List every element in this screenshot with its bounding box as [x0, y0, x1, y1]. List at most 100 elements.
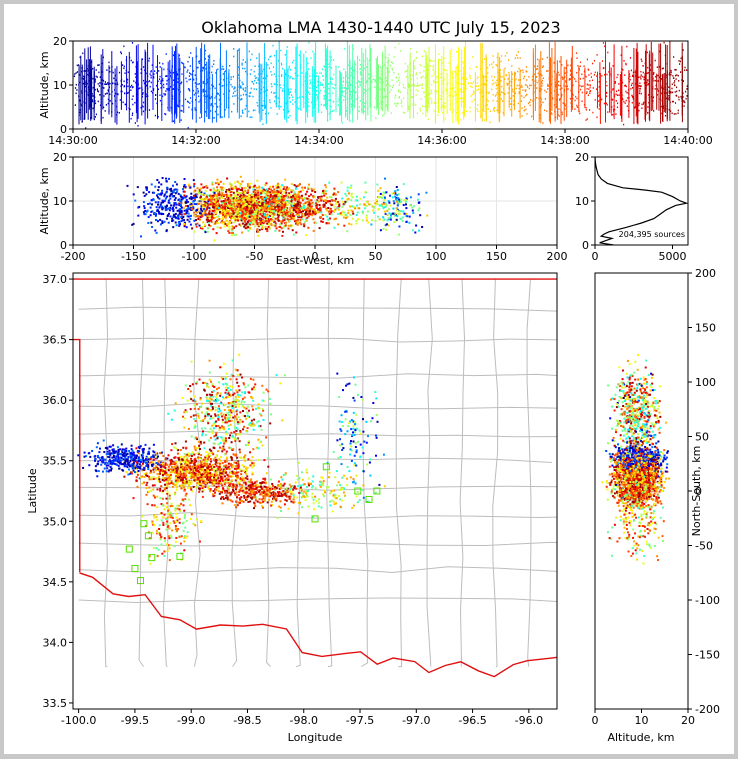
ew-source-point	[262, 224, 264, 226]
time-source-point	[501, 98, 502, 100]
ew-source-point	[154, 212, 156, 214]
time-source-point	[547, 85, 548, 87]
ew-source-point	[223, 226, 225, 228]
time-source-point	[321, 111, 322, 113]
ew-source-point	[356, 223, 358, 225]
ew-source-point	[237, 181, 239, 183]
ew-source-point	[412, 229, 414, 231]
ew-source-point	[394, 196, 396, 198]
time-source-point	[508, 72, 509, 74]
time-source-point	[603, 68, 604, 70]
time-source-point	[586, 76, 587, 78]
time-source-point	[671, 72, 672, 74]
ew-source-point	[228, 226, 230, 228]
time-source-point	[403, 84, 404, 86]
time-y-tick-label: 10	[53, 79, 67, 92]
ew-source-point	[189, 218, 191, 220]
ew-source-point	[166, 191, 168, 193]
ew-source-point	[283, 195, 285, 197]
ew-source-point	[237, 212, 239, 214]
time-source-point	[240, 86, 241, 88]
time-source-point	[505, 55, 506, 57]
ew-source-point	[405, 213, 407, 215]
time-source-point	[595, 99, 596, 101]
ew-source-point	[151, 203, 153, 205]
time-source-point	[312, 51, 313, 53]
time-source-point	[182, 63, 183, 65]
ew-source-point	[408, 222, 410, 224]
ew-source-point	[300, 219, 302, 221]
time-source-point	[547, 88, 548, 90]
time-source-point	[515, 57, 516, 59]
time-source-point	[401, 99, 402, 101]
ew-source-point	[236, 216, 238, 218]
time-source-point	[405, 87, 406, 89]
time-source-point	[329, 93, 330, 95]
time-source-point	[242, 63, 243, 65]
time-source-point	[132, 62, 133, 64]
time-source-point	[631, 85, 632, 87]
time-source-point	[489, 92, 490, 94]
time-source-point	[274, 83, 275, 85]
ew-source-point	[212, 196, 214, 198]
ew-source-point	[249, 216, 251, 218]
ew-source-point	[249, 212, 251, 214]
time-source-point	[406, 76, 407, 78]
ew-source-point	[230, 207, 232, 209]
time-source-point	[213, 63, 214, 65]
ew-source-point	[301, 187, 303, 189]
ew-source-point	[398, 201, 400, 203]
time-source-point	[496, 80, 497, 82]
time-source-point	[280, 87, 281, 89]
time-source-point	[124, 85, 125, 87]
ew-source-point	[283, 202, 285, 204]
ew-source-point	[345, 195, 347, 197]
ew-source-point	[290, 189, 292, 191]
time-source-point	[309, 75, 310, 77]
time-source-point	[489, 64, 490, 66]
ew-source-point	[352, 213, 354, 215]
time-source-point	[517, 85, 518, 87]
time-source-point	[675, 75, 676, 77]
ew-source-point	[405, 221, 407, 223]
time-source-point	[102, 117, 103, 119]
time-source-point	[440, 98, 441, 100]
ew-source-point	[179, 212, 181, 214]
time-source-point	[128, 71, 129, 73]
time-source-point	[641, 74, 642, 76]
ew-source-point	[300, 191, 302, 193]
time-source-point	[235, 87, 236, 89]
time-source-point	[494, 76, 495, 78]
time-source-point	[623, 124, 624, 126]
ew-source-point	[196, 226, 198, 228]
ew-source-point	[426, 215, 428, 217]
ew-source-point	[303, 215, 305, 217]
time-source-point	[513, 95, 514, 97]
time-source-point	[500, 80, 501, 82]
time-source-point	[124, 66, 125, 68]
time-source-point	[280, 50, 281, 52]
time-source-point	[675, 113, 676, 115]
time-source-point	[308, 68, 309, 70]
ew-source-point	[259, 189, 261, 191]
time-source-point	[217, 114, 218, 116]
time-source-point	[97, 88, 98, 90]
ew-source-point	[278, 200, 280, 202]
ew-source-point	[275, 209, 277, 211]
time-source-point	[332, 110, 333, 112]
time-source-point	[379, 77, 380, 79]
time-source-point	[668, 95, 669, 97]
time-source-point	[647, 67, 648, 69]
time-source-point	[664, 42, 665, 44]
ew-source-point	[150, 211, 152, 213]
ew-source-point	[350, 187, 352, 189]
time-source-point	[131, 118, 132, 120]
time-source-point	[641, 93, 642, 95]
time-source-point	[641, 104, 642, 106]
time-source-point	[521, 85, 522, 87]
time-source-point	[518, 51, 519, 53]
ew-source-point	[242, 206, 244, 208]
ew-source-point	[184, 210, 186, 212]
ew-source-point	[322, 218, 324, 220]
ew-source-point	[302, 199, 304, 201]
